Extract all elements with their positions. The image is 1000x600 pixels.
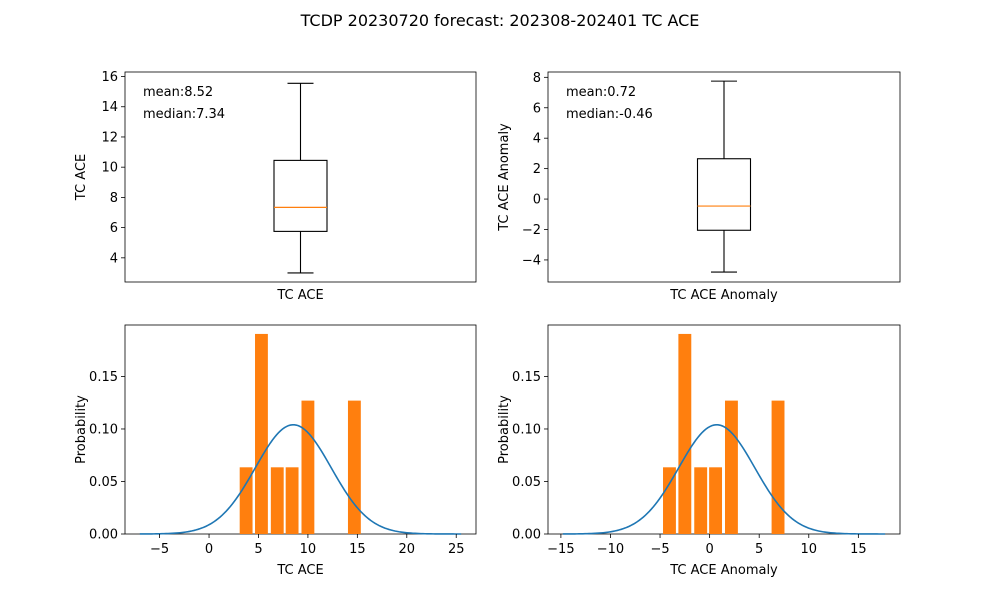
- x-axis-label: TC ACE Anomaly: [669, 288, 778, 303]
- histogram-tc-ace-anomaly: −15 −10 −5 0 5 10 15 0.00 0.05 0.10 0.15 TC ACE Ano…: [497, 324, 901, 578]
- y-tick-label: 0: [533, 193, 541, 208]
- x-tick-label: 20: [399, 542, 416, 557]
- y-axis-label: TC ACE: [74, 154, 89, 201]
- stat-annotation: mean:8.52: [143, 85, 213, 100]
- y-axis-label: Probability: [74, 395, 89, 464]
- axes-frame: [547, 324, 901, 535]
- y-tick-label: 0.05: [512, 475, 541, 490]
- histogram-bar: [285, 467, 299, 534]
- x-tick-label: −5: [650, 542, 669, 557]
- y-axis-label: TC ACE Anomaly: [497, 123, 512, 232]
- y-tick-label: 0.05: [89, 475, 118, 490]
- x-axis-label: TC ACE: [276, 288, 323, 303]
- x-tick-label: 5: [755, 542, 763, 557]
- y-tick-label: 0.00: [512, 528, 541, 543]
- x-tick-label: 10: [300, 542, 317, 557]
- x-tick-label: −15: [547, 542, 574, 557]
- y-tick-label: 6: [110, 221, 118, 236]
- y-tick-label: 8: [533, 71, 541, 86]
- histogram-bar: [270, 467, 284, 534]
- histogram-bar: [771, 400, 785, 534]
- axes-frame: [124, 324, 477, 535]
- axes-frame: [547, 71, 901, 283]
- y-tick-label: 10: [101, 161, 118, 176]
- histogram-bar: [301, 400, 315, 534]
- histogram-bar: [724, 400, 738, 534]
- box-plot-tc-ace: 4 6 8 10 12 14 16 mean:8.52 median:7.34 TC ACE TC …: [74, 70, 477, 303]
- x-axis-label: TC ACE: [276, 563, 323, 578]
- normal-fit-curve: [139, 423, 462, 535]
- y-axis-label: Probability: [497, 395, 512, 464]
- x-tick-label: 0: [205, 542, 213, 557]
- normal-fit-curve: [562, 423, 886, 535]
- figure-title: TCDP 20230720 forecast: 202308-202401 TC…: [300, 11, 700, 30]
- y-tick-label: −4: [522, 253, 541, 268]
- histogram-bar: [709, 467, 723, 534]
- y-tick-label: 16: [101, 70, 118, 85]
- histogram-bar: [694, 467, 708, 534]
- x-tick-label: −5: [150, 542, 169, 557]
- y-tick-label: 8: [110, 191, 118, 206]
- y-tick-label: 12: [101, 130, 118, 145]
- iqr-box: [696, 158, 752, 231]
- y-tick-label: 0.00: [89, 528, 118, 543]
- x-tick-label: 25: [448, 542, 465, 557]
- histogram-bar: [663, 467, 676, 534]
- y-tick-label: 0.15: [89, 370, 118, 385]
- iqr-box: [273, 159, 328, 232]
- x-tick-label: −10: [597, 542, 624, 557]
- y-tick-label: 4: [110, 251, 118, 266]
- x-axis-label: TC ACE Anomaly: [669, 563, 778, 578]
- stat-annotation: median:-0.46: [566, 107, 653, 122]
- axes-frame: [124, 71, 477, 283]
- histogram-bar: [347, 400, 361, 534]
- stat-annotation: median:7.34: [143, 107, 225, 122]
- y-tick-label: 0.10: [512, 422, 541, 437]
- histogram-bar: [255, 333, 268, 534]
- x-tick-label: 15: [850, 542, 867, 557]
- histogram-bar: [239, 467, 253, 534]
- stat-annotation: mean:0.72: [566, 85, 636, 100]
- x-tick-label: 0: [705, 542, 713, 557]
- x-tick-label: 15: [349, 542, 366, 557]
- y-tick-label: 0.10: [89, 422, 118, 437]
- histogram-tc-ace: −5 0 5 10 15 20 25 0.00 0.05 0.10 0.15 TC ACE Probab…: [74, 324, 477, 578]
- y-tick-label: 2: [533, 162, 541, 177]
- y-tick-label: 0.15: [512, 370, 541, 385]
- box-plot-tc-ace-anomaly: −4 −2 0 2 4 6 8 mean:0.72 median:-0.46 TC ACE Ano…: [497, 71, 901, 303]
- y-tick-label: 14: [101, 100, 118, 115]
- histogram-bar: [678, 333, 692, 534]
- x-tick-label: 5: [254, 542, 262, 557]
- y-tick-label: 4: [533, 132, 541, 147]
- x-tick-label: 10: [801, 542, 818, 557]
- y-tick-label: 6: [533, 101, 541, 116]
- y-tick-label: −2: [522, 223, 541, 238]
